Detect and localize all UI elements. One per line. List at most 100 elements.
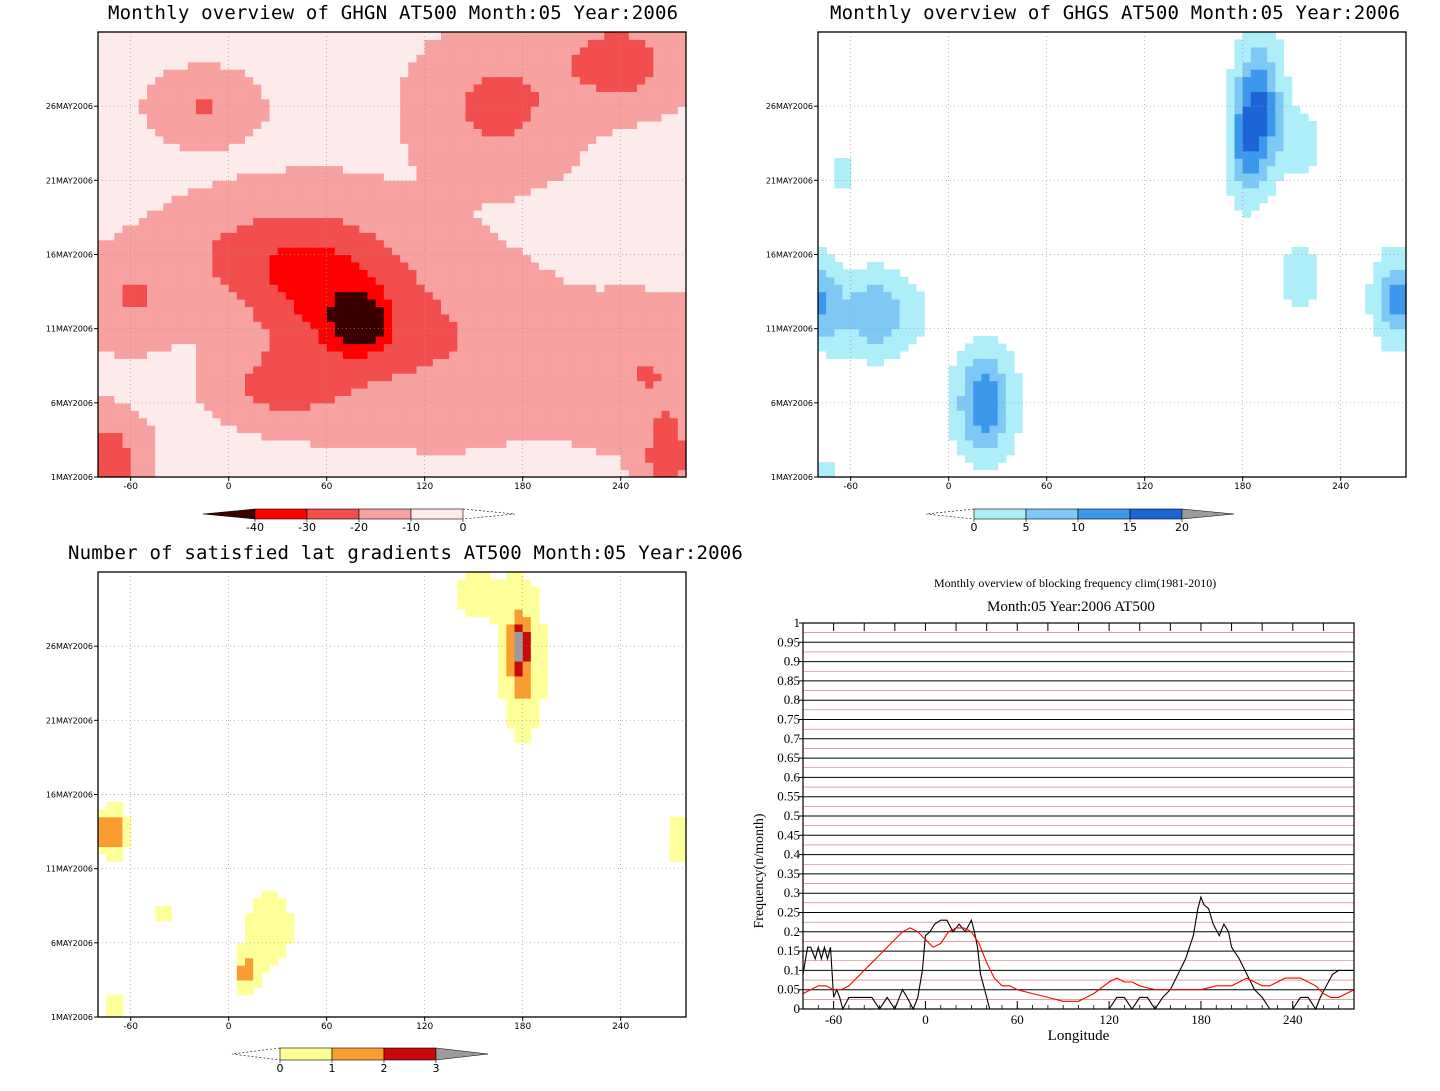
ghgn-field-cell	[677, 388, 687, 397]
ghgn-field-cell	[604, 373, 614, 382]
ghgs-field-cell	[973, 425, 982, 434]
ghgn-field-cell	[204, 306, 213, 315]
ghgn-field-cell	[98, 336, 107, 345]
ghgn-field-cell	[539, 150, 548, 159]
ghgn-field-cell	[245, 447, 254, 456]
ghgn-field-cell	[596, 417, 605, 426]
ghgn-field-cell	[114, 343, 124, 352]
ghgn-field-cell	[424, 402, 434, 411]
ghgs-field-cell	[1299, 276, 1309, 285]
ghgn-field-cell	[612, 217, 622, 226]
ghgn-field-cell	[310, 373, 320, 382]
ghgs-field-cell	[850, 284, 860, 293]
ghgs-field-cell	[956, 425, 966, 434]
ghgn-field-cell	[147, 328, 156, 337]
ghgs-field-cell	[858, 269, 868, 278]
ghgn-field-cell	[277, 299, 287, 308]
ghgn-field-cell	[677, 232, 687, 241]
ghgn-field-cell	[138, 76, 148, 85]
ghgn-field-cell	[147, 365, 156, 374]
ghgn-field-cell	[555, 32, 565, 41]
ghgn-field-cell	[612, 299, 622, 308]
ghgn-field-cell	[277, 39, 287, 48]
ghgn-field-cell	[204, 46, 213, 55]
ghgn-field-cell	[302, 128, 311, 137]
ghgs-field-cell	[1226, 143, 1236, 152]
ghgn-field-cell	[294, 261, 303, 270]
ghgn-field-cell	[563, 395, 573, 404]
ghgn-field-cell	[171, 202, 181, 211]
ghgn-field-cell	[147, 336, 156, 345]
ghgn-field-cell	[579, 358, 589, 367]
ghgn-field-cell	[677, 469, 687, 478]
ghgs-field-cell	[867, 328, 876, 337]
ghgn-field-cell	[408, 54, 418, 63]
ghgn-field-cell	[441, 180, 450, 189]
ghgn-field-cell	[392, 54, 401, 63]
ghgn-field-cell	[179, 46, 189, 55]
ghgs-field-cell	[818, 469, 827, 478]
ghgn-field-cell	[163, 187, 173, 196]
ghgn-field-cell	[285, 98, 295, 107]
ghgs-field-cell	[1397, 291, 1407, 300]
ghgn-field-cell	[449, 425, 458, 434]
ghgn-field-cell	[677, 395, 687, 404]
ghgn-field-cell	[669, 32, 679, 41]
ghgn-field-cell	[604, 128, 614, 137]
ghgn-field-cell	[228, 113, 238, 122]
ghgn-field-cell	[204, 143, 213, 152]
ghgs-field-cell	[1275, 98, 1285, 107]
ghgs-field-cell	[834, 328, 844, 337]
ghgn-field-cell	[441, 239, 450, 248]
ghgn-field-cell	[441, 328, 450, 337]
ghgn-field-cell	[179, 454, 189, 463]
ghgs-field-cell	[907, 336, 917, 345]
ghgn-field-cell	[196, 180, 205, 189]
ghgs-field-cell	[1291, 247, 1301, 256]
ghgn-field-cell	[498, 261, 507, 270]
ghgn-field-cell	[383, 462, 393, 471]
ghgn-field-cell	[245, 380, 254, 389]
ghgn-field-cell	[498, 299, 507, 308]
ghgn-field-cell	[375, 76, 385, 85]
ghgn-field-cell	[367, 276, 377, 285]
ghgn-field-cell	[392, 388, 401, 397]
ghgn-field-cell	[196, 469, 205, 478]
ghgn-field-cell	[669, 61, 679, 70]
ghgn-field-cell	[490, 276, 499, 285]
ghgn-field-cell	[343, 113, 352, 122]
ghgn-field-cell	[490, 343, 499, 352]
ghgn-field-cell	[506, 69, 516, 78]
ghgn-field-cell	[457, 410, 467, 419]
ghgn-field-cell	[653, 187, 663, 196]
ghgn-field-cell	[628, 32, 638, 41]
ghgn-field-cell	[669, 462, 679, 471]
ghgn-field-cell	[547, 106, 556, 115]
ghgn-field-cell	[645, 373, 654, 382]
ghgs-field-cell	[1234, 128, 1244, 137]
ghgn-field-cell	[98, 113, 107, 122]
ghgn-field-cell	[579, 69, 589, 78]
ghgn-field-cell	[563, 269, 573, 278]
ghgn-field-cell	[392, 261, 401, 270]
ghgn-field-cell	[359, 121, 369, 130]
ghgn-field-cell	[285, 172, 295, 181]
ghgn-field-cell	[196, 202, 205, 211]
ghgn-field-cell	[400, 217, 409, 226]
ghgs-field-cell	[1242, 83, 1252, 92]
ghgn-field-cell	[138, 395, 148, 404]
ghgn-field-cell	[204, 39, 213, 48]
ghgn-field-cell	[318, 128, 328, 137]
ghgn-field-cell	[481, 454, 491, 463]
ghgn-field-cell	[653, 313, 663, 322]
ghgs-title: Monthly overview of GHGS AT500 Month:05 …	[830, 2, 1401, 24]
ghgn-field-cell	[571, 224, 581, 233]
ghgn-field-cell	[163, 373, 173, 382]
ghgn-field-cell	[645, 39, 654, 48]
ghgn-field-cell	[416, 425, 426, 434]
ghgn-xtick-label: 0	[226, 482, 232, 492]
ghgn-field-cell	[449, 180, 458, 189]
ghgn-field-cell	[204, 165, 213, 174]
ghgn-field-cell	[236, 121, 246, 130]
ghgn-field-cell	[645, 388, 654, 397]
